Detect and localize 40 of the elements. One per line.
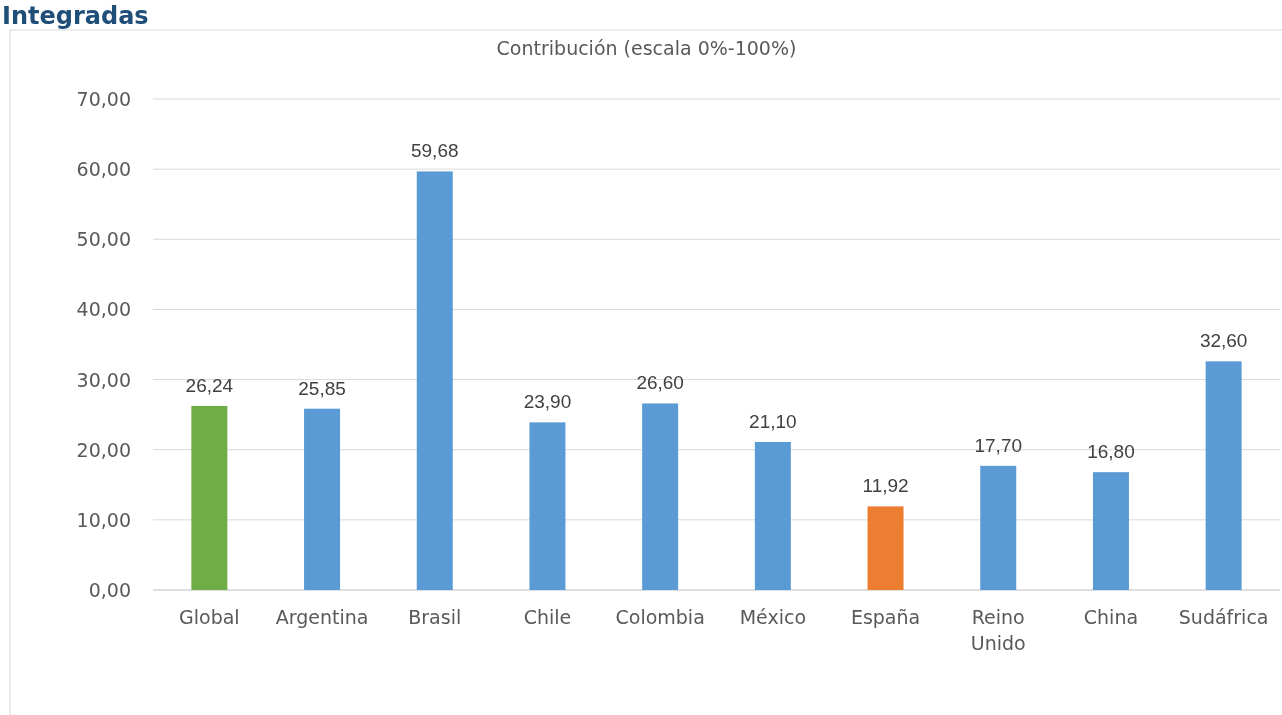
data-label: 26,24: [185, 374, 234, 396]
y-tick-label: 40,00: [76, 298, 131, 321]
x-tick-label: Colombia: [615, 606, 705, 628]
data-label: 25,85: [298, 377, 346, 399]
data-label: 26,60: [636, 372, 684, 394]
data-label: 23,90: [523, 391, 572, 413]
bar: [1092, 472, 1129, 590]
data-label: 17,70: [974, 434, 1023, 456]
x-tick-label: Argentina: [275, 606, 369, 628]
y-tick-label: 50,00: [76, 228, 131, 251]
bar: [416, 171, 453, 590]
y-tick-label: 30,00: [76, 368, 131, 391]
x-tick-label: China: [1083, 606, 1139, 628]
bar: [980, 465, 1017, 590]
x-tick-label: Sudáfrica: [1178, 606, 1269, 628]
data-label: 21,10: [749, 411, 797, 432]
bar: [642, 403, 679, 590]
bar: [754, 442, 791, 590]
data-label: 16,80: [1087, 441, 1135, 463]
y-tick-label: 70,00: [76, 88, 131, 110]
text: Integradas: [2, 2, 149, 30]
y-tick-label: 20,00: [76, 438, 131, 461]
data-label: 59,68: [410, 140, 459, 162]
x-tick-label: Brasil: [408, 606, 462, 628]
y-tick-label: 60,00: [76, 158, 131, 181]
x-tick-label: México: [739, 606, 807, 628]
data-label: 11,92: [862, 475, 909, 497]
y-tick-label: 0,00: [88, 579, 131, 601]
data-label: 32,60: [1199, 330, 1248, 352]
chart-title: Contribución (escala 0%-100%): [496, 37, 797, 59]
bar: [191, 405, 228, 590]
bar: [304, 408, 341, 590]
bar: [867, 506, 904, 590]
x-tick-label: Reino Unido: [970, 606, 1026, 654]
x-tick-label: España: [850, 606, 921, 628]
bar: [529, 422, 566, 590]
x-tick-label: Chile: [523, 606, 572, 628]
y-tick-label: 10,00: [76, 508, 131, 531]
x-tick-label: Global: [179, 606, 240, 628]
bar: [1205, 361, 1242, 590]
